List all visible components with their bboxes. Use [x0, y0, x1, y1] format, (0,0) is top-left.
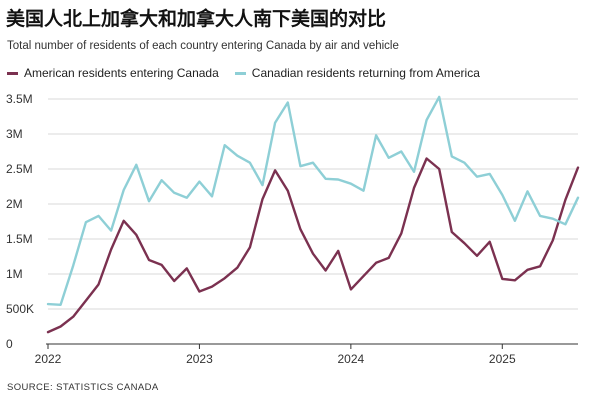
legend: American residents entering Canada Canad… [7, 66, 496, 80]
x-tick-label: 2025 [489, 352, 516, 366]
y-tick-label: 2M [6, 197, 23, 211]
y-tick-label: 1M [6, 267, 23, 281]
legend-label-american: American residents entering Canada [24, 66, 219, 80]
legend-swatch-canadian [234, 71, 246, 75]
legend-item-canadian: Canadian residents returning from Americ… [234, 66, 480, 80]
chart-title: 美国人北上加拿大和加拿大人南下美国的对比 [6, 8, 387, 30]
legend-label-canadian: Canadian residents returning from Americ… [251, 66, 480, 80]
x-tick-label: 2023 [186, 352, 213, 366]
legend-swatch-american [7, 71, 18, 75]
chart-subtitle: Total number of residents of each countr… [7, 40, 399, 52]
x-tick-label: 2024 [338, 352, 365, 366]
y-tick-label: 500K [6, 302, 34, 316]
y-tick-label: 2.5M [6, 162, 33, 176]
source-note: SOURCE: STATISTICS CANADA [7, 382, 159, 393]
y-tick-label: 3M [6, 127, 23, 141]
legend-item-american: American residents entering Canada [7, 66, 219, 80]
y-tick-label: 3.5M [6, 92, 33, 106]
y-tick-label: 0 [6, 337, 13, 351]
x-tick-label: 2022 [35, 352, 62, 366]
y-tick-label: 1.5M [6, 232, 33, 246]
